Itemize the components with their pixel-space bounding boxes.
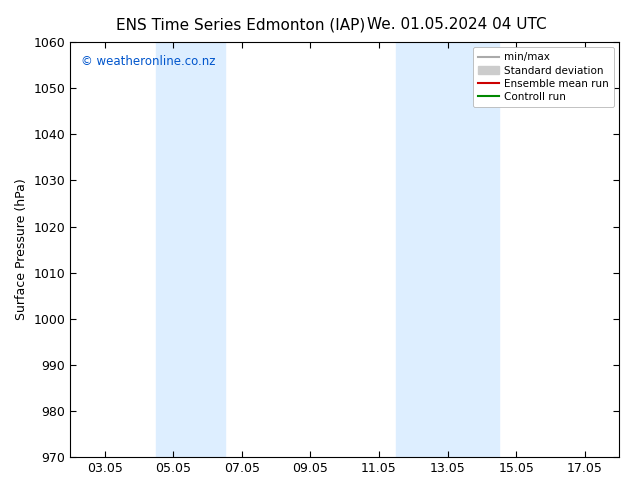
Text: We. 01.05.2024 04 UTC: We. 01.05.2024 04 UTC: [366, 17, 547, 32]
Bar: [190, 42, 224, 457]
Legend: min/max, Standard deviation, Ensemble mean run, Controll run: min/max, Standard deviation, Ensemble me…: [472, 47, 614, 107]
Bar: [396, 42, 430, 457]
Text: © weatheronline.co.nz: © weatheronline.co.nz: [81, 54, 216, 68]
Y-axis label: Surface Pressure (hPa): Surface Pressure (hPa): [15, 179, 28, 320]
Bar: [430, 42, 499, 457]
Text: ENS Time Series Edmonton (IAP): ENS Time Series Edmonton (IAP): [116, 17, 366, 32]
Bar: [156, 42, 190, 457]
